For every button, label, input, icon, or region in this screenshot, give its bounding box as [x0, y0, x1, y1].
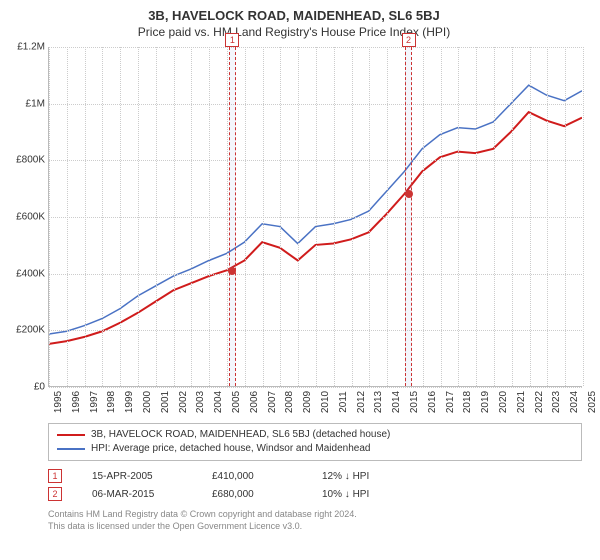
chart-title: 3B, HAVELOCK ROAD, MAIDENHEAD, SL6 5BJ [0, 8, 588, 23]
x-axis-label: 2024 [565, 391, 580, 413]
y-axis-label: £1M [26, 98, 49, 109]
x-axis-label: 2012 [352, 391, 367, 413]
gridline-v [316, 47, 317, 386]
x-axis-label: 1998 [102, 391, 117, 413]
x-axis-label: 2025 [583, 391, 598, 413]
x-axis-label: 2015 [405, 391, 420, 413]
gridline-v [263, 47, 264, 386]
gridline-h [49, 387, 582, 388]
y-axis-label: £200K [16, 325, 49, 336]
gridline-v [583, 47, 584, 386]
gridline-v [280, 47, 281, 386]
legend-label: 3B, HAVELOCK ROAD, MAIDENHEAD, SL6 5BJ (… [91, 428, 390, 442]
x-axis-label: 2008 [280, 391, 295, 413]
legend-swatch [57, 434, 85, 436]
gridline-v [191, 47, 192, 386]
x-axis-label: 2023 [547, 391, 562, 413]
legend-swatch [57, 448, 85, 450]
chart-plot-area: £0£200K£400K£600K£800K£1M£1.2M1995199619… [48, 47, 582, 387]
sale-marker-icon: 2 [48, 487, 62, 501]
gridline-v [209, 47, 210, 386]
gridline-v [49, 47, 50, 386]
y-axis-label: £800K [16, 155, 49, 166]
sale-price: £410,000 [212, 471, 292, 482]
x-axis-label: 2001 [156, 391, 171, 413]
x-axis-label: 2003 [191, 391, 206, 413]
sale-marker-band [229, 47, 236, 386]
gridline-v [298, 47, 299, 386]
sale-price: £680,000 [212, 489, 292, 500]
x-axis-label: 2022 [530, 391, 545, 413]
y-axis-label: £1.2M [17, 42, 49, 53]
x-axis-label: 2007 [263, 391, 278, 413]
legend-row: HPI: Average price, detached house, Wind… [57, 442, 573, 456]
x-axis-label: 2016 [423, 391, 438, 413]
gridline-v [512, 47, 513, 386]
x-axis-label: 2018 [458, 391, 473, 413]
x-axis-label: 2011 [334, 391, 349, 413]
chart-legend: 3B, HAVELOCK ROAD, MAIDENHEAD, SL6 5BJ (… [48, 423, 582, 461]
chart-titles: 3B, HAVELOCK ROAD, MAIDENHEAD, SL6 5BJ P… [0, 8, 588, 39]
gridline-v [369, 47, 370, 386]
x-axis-label: 2009 [298, 391, 313, 413]
gridline-v [530, 47, 531, 386]
x-axis-label: 1999 [120, 391, 135, 413]
disclaimer-line: Contains HM Land Registry data © Crown c… [48, 509, 582, 521]
x-axis-label: 2004 [209, 391, 224, 413]
gridline-v [458, 47, 459, 386]
x-axis-label: 2020 [494, 391, 509, 413]
gridline-v [138, 47, 139, 386]
legend-row: 3B, HAVELOCK ROAD, MAIDENHEAD, SL6 5BJ (… [57, 428, 573, 442]
gridline-v [120, 47, 121, 386]
gridline-v [352, 47, 353, 386]
x-axis-label: 2021 [512, 391, 527, 413]
x-axis-label: 2014 [387, 391, 402, 413]
chart-subtitle: Price paid vs. HM Land Registry's House … [0, 25, 588, 39]
gridline-v [565, 47, 566, 386]
x-axis-label: 2017 [441, 391, 456, 413]
gridline-v [423, 47, 424, 386]
x-axis-label: 2006 [245, 391, 260, 413]
sale-marker-point [405, 190, 413, 198]
x-axis-label: 2019 [476, 391, 491, 413]
gridline-v [245, 47, 246, 386]
gridline-v [494, 47, 495, 386]
sale-row: 1 15-APR-2005 £410,000 12% ↓ HPI [48, 467, 582, 485]
x-axis-label: 2013 [369, 391, 384, 413]
y-axis-label: £0 [34, 382, 49, 393]
x-axis-label: 1996 [67, 391, 82, 413]
sale-marker-band [405, 47, 412, 386]
x-axis-label: 2005 [227, 391, 242, 413]
sale-marker-label: 1 [225, 33, 239, 47]
gridline-v [387, 47, 388, 386]
gridline-v [102, 47, 103, 386]
sales-table: 1 15-APR-2005 £410,000 12% ↓ HPI 2 06-MAR-201… [48, 467, 582, 503]
gridline-v [67, 47, 68, 386]
gridline-v [85, 47, 86, 386]
sale-row: 2 06-MAR-2015 £680,000 10% ↓ HPI [48, 485, 582, 503]
gridline-v [441, 47, 442, 386]
y-axis-label: £400K [16, 268, 49, 279]
x-axis-label: 2000 [138, 391, 153, 413]
y-axis-label: £600K [16, 212, 49, 223]
sale-date: 15-APR-2005 [92, 471, 182, 482]
sale-marker-label: 2 [402, 33, 416, 47]
disclaimer: Contains HM Land Registry data © Crown c… [48, 509, 582, 532]
sale-diff: 12% ↓ HPI [322, 471, 369, 482]
sale-marker-point [228, 267, 236, 275]
gridline-v [174, 47, 175, 386]
gridline-v [334, 47, 335, 386]
x-axis-label: 1997 [85, 391, 100, 413]
legend-label: HPI: Average price, detached house, Wind… [91, 442, 370, 456]
disclaimer-line: This data is licensed under the Open Gov… [48, 521, 582, 533]
sale-diff: 10% ↓ HPI [322, 489, 369, 500]
gridline-v [156, 47, 157, 386]
gridline-v [547, 47, 548, 386]
x-axis-label: 1995 [49, 391, 64, 413]
x-axis-label: 2002 [174, 391, 189, 413]
x-axis-label: 2010 [316, 391, 331, 413]
gridline-v [476, 47, 477, 386]
sale-date: 06-MAR-2015 [92, 489, 182, 500]
sale-marker-icon: 1 [48, 469, 62, 483]
